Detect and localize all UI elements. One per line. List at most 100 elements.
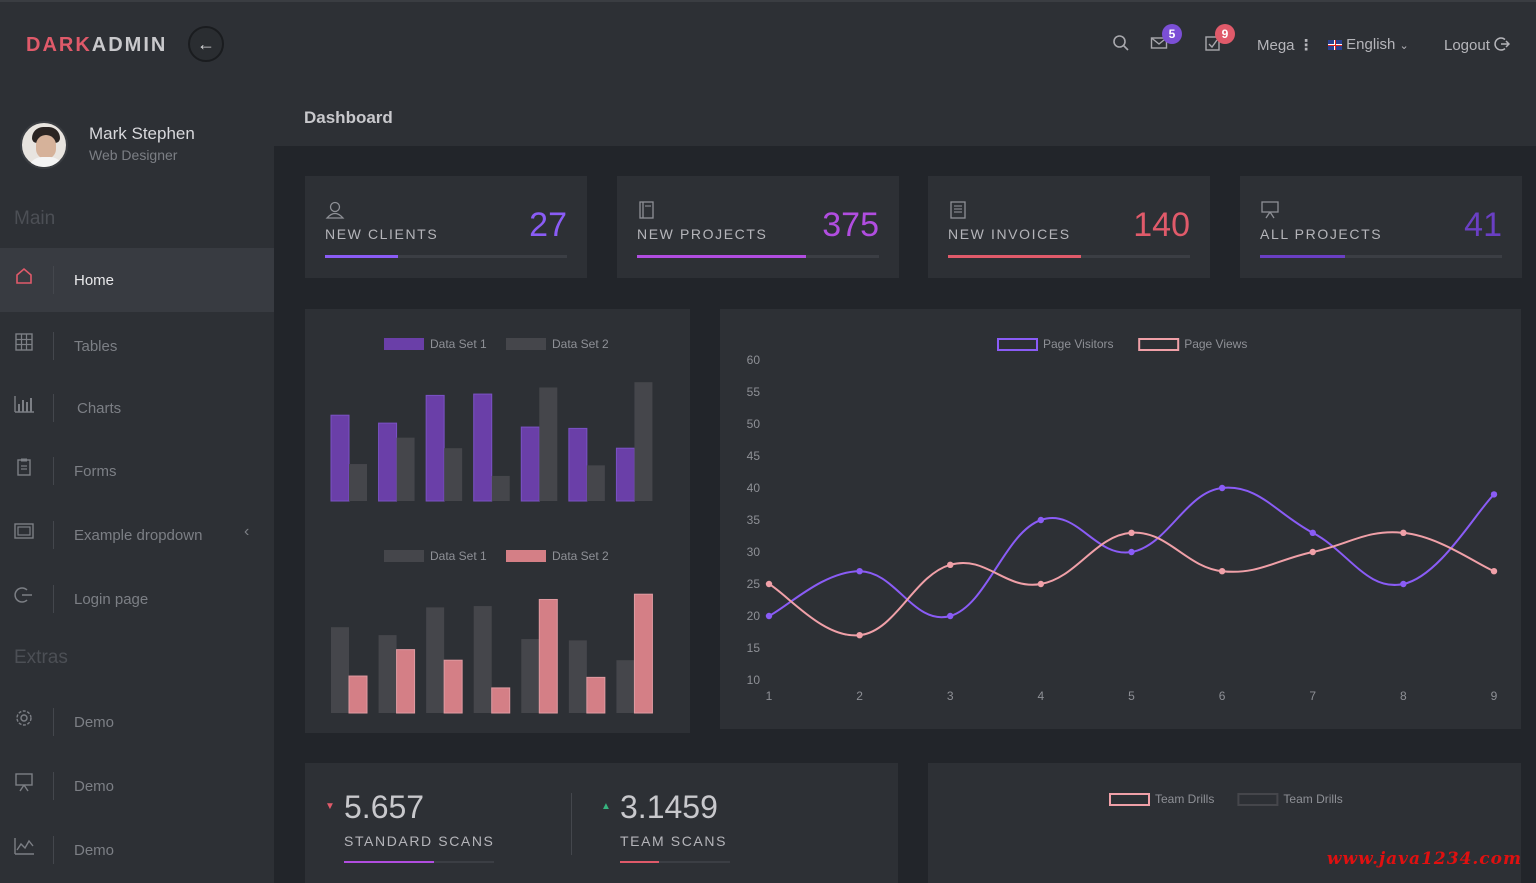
sidebar-item-example-dropdown[interactable]: Example dropdown ‹ <box>0 503 274 565</box>
legend-label[interactable]: Page Visitors <box>1043 337 1113 351</box>
data-point[interactable] <box>947 561 954 568</box>
y-tick-label: 60 <box>747 353 761 367</box>
data-point[interactable] <box>856 632 863 639</box>
y-tick-label: 40 <box>747 481 761 495</box>
data-point[interactable] <box>765 580 773 588</box>
bar[interactable] <box>349 464 367 501</box>
bar[interactable] <box>396 437 415 501</box>
sidebar-item-forms[interactable]: Forms <box>0 439 274 501</box>
legend-label[interactable]: Page Views <box>1184 337 1247 351</box>
brand-part2: ADMIN <box>91 34 168 56</box>
divider <box>571 793 572 855</box>
data-point[interactable] <box>1490 568 1498 575</box>
sidebar-item-label: Home <box>74 272 115 289</box>
bar[interactable] <box>473 606 492 713</box>
sidebar-item-login-page[interactable]: Login page <box>0 567 274 629</box>
data-point[interactable] <box>947 612 954 620</box>
logout-link[interactable]: Logout <box>1444 36 1511 54</box>
legend-label[interactable]: Data Set 1 <box>430 549 487 563</box>
legend-label[interactable]: Team Drills <box>1155 792 1214 806</box>
bar[interactable] <box>378 635 397 713</box>
legend-swatch[interactable] <box>384 338 424 350</box>
bar[interactable] <box>520 426 540 502</box>
bar[interactable] <box>634 382 653 501</box>
search-icon[interactable] <box>1112 34 1130 57</box>
data-point[interactable] <box>1400 580 1407 588</box>
data-point[interactable] <box>1490 491 1498 498</box>
data-point[interactable] <box>1128 529 1135 536</box>
legend-swatch[interactable] <box>506 550 546 562</box>
bar[interactable] <box>568 427 588 502</box>
bar[interactable] <box>615 447 635 502</box>
sidebar-item-demo-3[interactable]: Demo <box>0 818 274 880</box>
sidebar-toggle-button[interactable]: ← <box>188 26 224 62</box>
legend-swatch[interactable] <box>506 338 546 350</box>
bar[interactable] <box>378 422 398 502</box>
sidebar-item-charts[interactable]: Charts <box>0 376 274 438</box>
tasks-icon[interactable] <box>1204 34 1222 57</box>
x-tick-label: 3 <box>947 689 954 703</box>
sidebar-item-tables[interactable]: Tables <box>0 314 274 376</box>
language-selector[interactable]: English ⌄ <box>1328 36 1409 53</box>
bar[interactable] <box>616 660 635 713</box>
data-point[interactable] <box>856 568 863 575</box>
data-point[interactable] <box>1128 548 1135 556</box>
sidebar-item-demo-2[interactable]: Demo <box>0 754 274 816</box>
y-tick-label: 55 <box>747 385 761 399</box>
bar[interactable] <box>473 393 493 502</box>
brand-logo[interactable]: DARKADMIN <box>26 34 167 57</box>
mega-menu[interactable]: Mega ⋮ <box>1257 36 1314 54</box>
avatar[interactable] <box>20 121 68 169</box>
line-chart-icon <box>13 836 35 858</box>
sidebar-item-demo-1[interactable]: Demo <box>0 690 274 752</box>
legend-label[interactable]: Data Set 2 <box>552 549 609 563</box>
bar[interactable] <box>539 387 558 501</box>
data-point[interactable] <box>1037 580 1045 588</box>
bar[interactable] <box>444 448 463 501</box>
standard-scans-label: STANDARD SCANS <box>344 833 495 849</box>
data-point[interactable] <box>1218 484 1226 492</box>
legend-swatch[interactable] <box>384 550 424 562</box>
bar[interactable] <box>586 676 606 714</box>
bar[interactable] <box>491 475 510 501</box>
legend-label[interactable]: Data Set 1 <box>430 337 487 351</box>
bar[interactable] <box>568 640 587 713</box>
team-scans-label: TEAM SCANS <box>620 833 728 849</box>
data-point[interactable] <box>1037 516 1045 524</box>
data-point[interactable] <box>1309 548 1316 556</box>
legend-label[interactable]: Team Drills <box>1283 792 1342 806</box>
legend-swatch[interactable] <box>997 338 1038 351</box>
legend-label[interactable]: Data Set 2 <box>552 337 609 351</box>
bar[interactable] <box>331 627 349 713</box>
bar[interactable] <box>538 598 558 714</box>
sidebar-item-label: Demo <box>74 714 115 731</box>
bar[interactable] <box>426 607 445 713</box>
stat-value: 375 <box>822 206 879 244</box>
presentation-icon <box>1260 200 1280 225</box>
bar[interactable] <box>396 649 416 714</box>
sidebar-item-home[interactable]: Home <box>0 248 274 312</box>
y-tick-label: 30 <box>747 545 761 559</box>
data-point[interactable] <box>765 612 773 620</box>
bar[interactable] <box>586 465 605 501</box>
data-point[interactable] <box>1218 568 1226 575</box>
bar[interactable] <box>633 593 653 714</box>
bar[interactable] <box>348 675 368 714</box>
legend-swatch[interactable] <box>1109 793 1150 806</box>
x-tick-label: 8 <box>1400 689 1407 703</box>
bar[interactable] <box>443 659 463 714</box>
bar[interactable] <box>330 414 350 502</box>
data-point[interactable] <box>1309 529 1316 536</box>
bar[interactable] <box>521 639 540 713</box>
line-chart-panel: Page Visitors Page Views 10 15 20 25 30 35 40 45 5… <box>720 309 1521 729</box>
x-tick-label: 7 <box>1309 689 1316 703</box>
legend-swatch[interactable] <box>1237 793 1279 806</box>
user-name: Mark Stephen <box>89 124 195 143</box>
legend-swatch[interactable] <box>1138 338 1180 351</box>
clipboard-icon <box>13 457 35 479</box>
watermark: www.java1234.com <box>1326 849 1522 869</box>
data-point[interactable] <box>1400 529 1407 536</box>
bar[interactable] <box>491 687 511 714</box>
window-icon <box>13 521 35 543</box>
bar[interactable] <box>425 394 445 502</box>
